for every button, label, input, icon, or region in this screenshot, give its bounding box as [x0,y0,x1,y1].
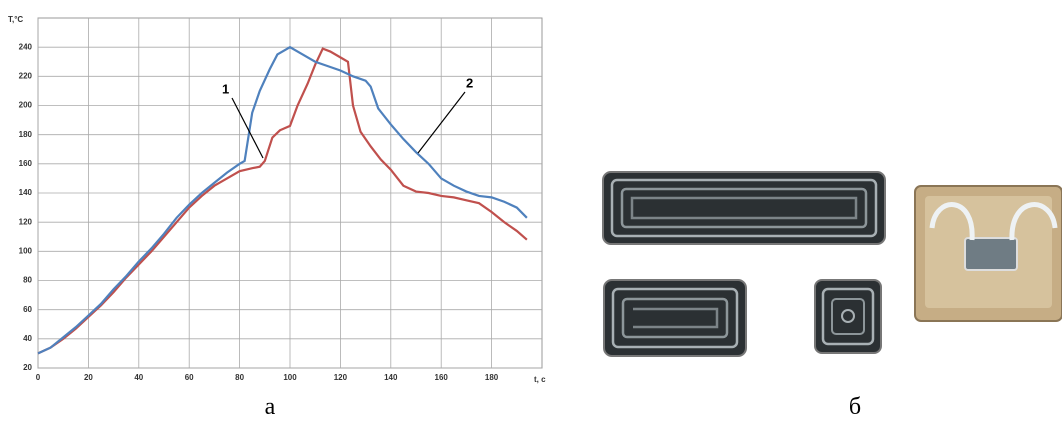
y-tick-label: 60 [23,305,32,314]
x-tick-label: 20 [84,373,93,382]
x-tick-label: 80 [235,373,244,382]
y-tick-label: 240 [19,42,33,51]
x-tick-label: 100 [283,373,297,382]
x-tick-label: 140 [384,373,398,382]
caption: а [265,394,276,420]
annotation: 1 [222,81,229,96]
y-tick-label: 200 [19,101,33,110]
y-tick-label: 40 [23,334,32,343]
x-tick-label: 40 [134,373,143,382]
y-tick-label: 160 [19,159,33,168]
figure: а б 204060801001201401601802002202400204… [0,0,1062,423]
series-line [38,47,527,353]
annotation: 2 [466,75,473,90]
x-tick-label: 180 [485,373,499,382]
y-tick-label: 20 [23,363,32,372]
y-tick-label: 220 [19,71,33,80]
x-tick-label: 0 [36,373,41,382]
x-tick-label: 120 [334,373,348,382]
photo [603,172,1062,356]
y-axis-label: T,°C [8,15,23,24]
y-tick-label: 120 [19,217,33,226]
x-tick-label: 60 [185,373,194,382]
y-tick-label: 140 [19,188,33,197]
x-tick-label: 160 [435,373,449,382]
caption: б [849,394,861,420]
y-tick-label: 180 [19,130,33,139]
y-tick-label: 80 [23,276,32,285]
x-axis-label: t, c [534,375,546,384]
y-tick-label: 100 [19,246,33,255]
series-line [38,49,527,354]
